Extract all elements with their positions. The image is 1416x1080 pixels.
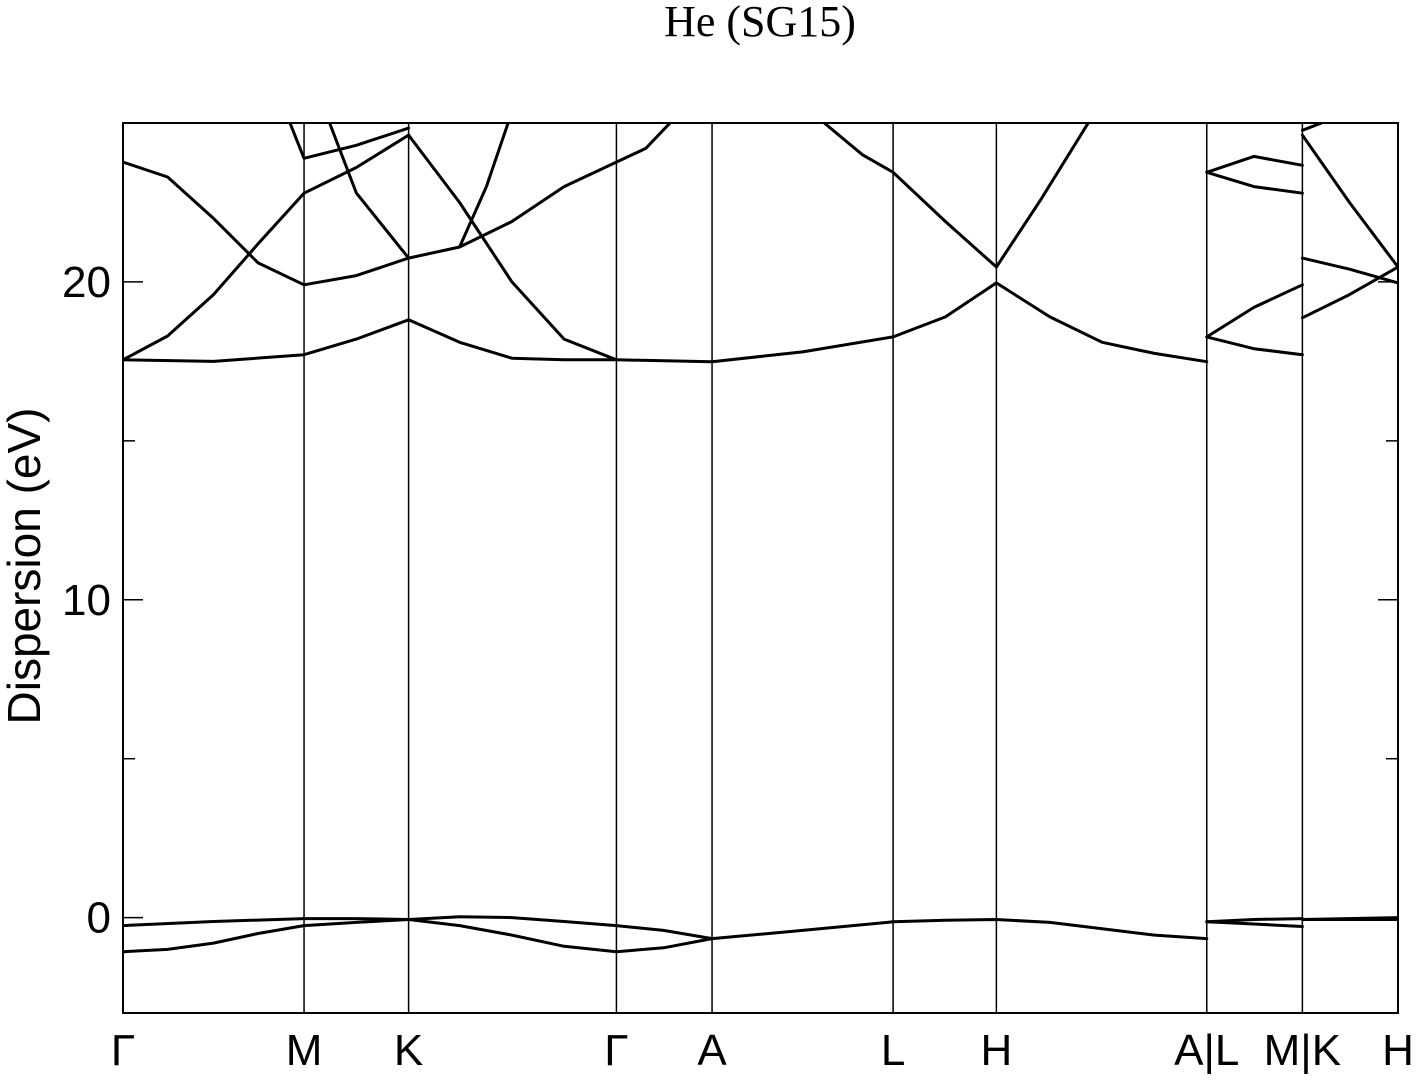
band-line (407, 160, 618, 260)
band-line (822, 123, 1090, 269)
band-line (1300, 123, 1323, 132)
band-line (288, 123, 411, 160)
band-line (123, 915, 714, 941)
x-tick-label: H (1382, 1026, 1414, 1075)
band-line (1300, 916, 1398, 921)
band-line (407, 133, 618, 362)
band-line (123, 918, 1209, 954)
band-line (123, 160, 411, 287)
x-tick-label: Γ (111, 1026, 135, 1075)
band-line (614, 123, 672, 164)
band-line (1205, 335, 1304, 357)
y-tick-label: 20 (62, 258, 111, 307)
x-tick-label: H (980, 1026, 1012, 1075)
band-line (123, 133, 411, 362)
band-line (123, 281, 1209, 364)
plot-frame (122, 122, 1399, 1014)
band-line (1205, 154, 1304, 174)
y-tick-label: 0 (87, 894, 111, 943)
x-tick-label: K (394, 1026, 423, 1075)
band-line (1205, 917, 1304, 924)
band-line (1300, 256, 1398, 285)
band-line (1300, 133, 1398, 269)
x-tick-label: M|K (1264, 1026, 1341, 1075)
y-axis-label: Dispersion (eV) (0, 408, 50, 725)
band-line (328, 123, 411, 260)
y-tick-label: 10 (62, 576, 111, 625)
band-line (458, 123, 510, 249)
x-tick-label: A|L (1174, 1026, 1239, 1075)
x-tick-label: M (286, 1026, 323, 1075)
x-tick-label: Γ (604, 1026, 628, 1075)
band-line (1205, 170, 1304, 195)
x-tick-label: A (697, 1026, 727, 1075)
chart-title: He (SG15) (664, 0, 856, 46)
band-line (1205, 283, 1304, 339)
x-tick-label: L (881, 1026, 905, 1075)
band-line (1300, 265, 1398, 320)
